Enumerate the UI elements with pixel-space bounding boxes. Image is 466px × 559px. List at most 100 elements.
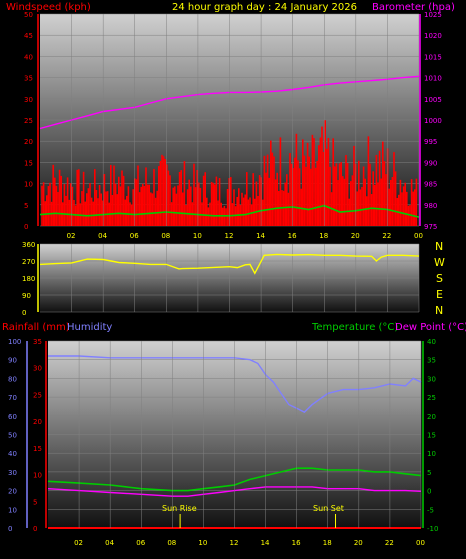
humidity-y-tick-label: 20 <box>8 488 17 496</box>
temperature-y-tick-label: 30 <box>427 375 436 383</box>
direction-letter-s: S <box>436 272 443 285</box>
direction-letter-e: E <box>436 288 443 301</box>
wind-y-tick-label: 45 <box>24 32 33 40</box>
direction-line <box>39 253 420 275</box>
direction-axes: 0 90 180 270 360 <box>22 241 39 317</box>
barometer-y-tick-label: 1000 <box>424 117 442 125</box>
wind-y-tick-label: 30 <box>24 96 33 104</box>
direction-y-tick-label: 90 <box>22 292 31 300</box>
wind-y-tick-label: 0 <box>24 223 28 231</box>
rainfall-y-tick-label: 0 <box>33 525 37 533</box>
direction-y-tick-label: 360 <box>22 241 35 249</box>
temperature-x-tick-label: 00 <box>416 539 425 547</box>
direction-letter-w: W <box>434 256 445 269</box>
barometer-y-tick-label: 1010 <box>424 75 442 83</box>
temperature-axes: 02 04 06 08 10 12 14 16 18 20 22 000102030405060708… <box>8 338 438 547</box>
humidity-y-tick-label: 50 <box>8 432 17 440</box>
wind-x-tick-label: 00 <box>414 232 423 240</box>
wind-y-tick-label: 50 <box>24 11 33 19</box>
rainfall-y-tick-label: 10 <box>33 472 42 480</box>
wind-x-tick-label: 22 <box>382 232 391 240</box>
direction-series <box>39 253 420 275</box>
direction-y-tick-label: 270 <box>22 258 35 266</box>
temperature-y-tick-label: 35 <box>427 357 436 365</box>
temperature-x-tick-label: 12 <box>230 539 239 547</box>
wind-y-tick-label: 15 <box>24 159 33 167</box>
temperature-x-tick-label: 20 <box>354 539 363 547</box>
humidity-line <box>48 355 422 413</box>
sun-rise-label: Sun Rise <box>162 504 197 513</box>
temperature-y-tick-label: 5 <box>427 469 431 477</box>
temperature-x-tick-label: 04 <box>105 539 114 547</box>
rainfall-y-tick-label: 15 <box>33 445 42 453</box>
barometer-y-tick-label: 990 <box>424 159 437 167</box>
temperature-x-tick-label: 16 <box>292 539 301 547</box>
humidity-y-tick-label: 0 <box>8 525 12 533</box>
direction-y-tick-label: 0 <box>22 309 26 317</box>
humidity-y-tick-label: 80 <box>8 375 17 383</box>
humidity-y-tick-label: 70 <box>8 394 17 402</box>
temperature-x-tick-label: 14 <box>261 539 270 547</box>
temperature-x-tick-label: 08 <box>167 539 176 547</box>
temperature-y-tick-label: -10 <box>427 525 438 533</box>
rainfall-y-tick-label: 30 <box>33 365 42 373</box>
wind-x-tick-label: 14 <box>256 232 265 240</box>
wind-axis-title: Windspeed (kph) <box>6 2 91 13</box>
temperature-x-tick-label: 02 <box>74 539 83 547</box>
barometer-y-tick-label: 980 <box>424 202 437 210</box>
wind-gust-bars <box>41 120 418 226</box>
barometer-y-tick-label: 1015 <box>424 53 442 61</box>
wind-x-tick-label: 02 <box>67 232 76 240</box>
wind-y-tick-label: 25 <box>24 117 33 125</box>
direction-letter-n-bottom: N <box>435 304 443 317</box>
wind-x-tick-label: 20 <box>351 232 360 240</box>
temperature-y-tick-label: 0 <box>427 488 431 496</box>
humidity-y-tick-label: 40 <box>8 450 17 458</box>
barometer-y-tick-label: 985 <box>424 181 437 189</box>
wind-x-tick-label: 16 <box>288 232 297 240</box>
temperature-axis-title: Temperature (°C) <box>311 322 398 333</box>
direction-y-tick-label: 180 <box>22 275 35 283</box>
barometer-y-tick-label: 1025 <box>424 11 442 19</box>
temperature-y-tick-label: 25 <box>427 394 436 402</box>
direction-letter-n-top: N <box>435 240 443 253</box>
wind-y-tick-label: 35 <box>24 75 33 83</box>
sun-markers: Sun Rise Sun Set <box>162 504 344 528</box>
temperature-y-tick-label: 15 <box>427 432 436 440</box>
humidity-axis-title: Humidity <box>67 322 112 333</box>
wind-x-tick-label: 10 <box>193 232 202 240</box>
rainfall-y-tick-label: 5 <box>33 498 37 506</box>
wind-y-tick-label: 40 <box>24 53 33 61</box>
barometer-y-tick-label: 1020 <box>424 32 442 40</box>
sun-set-label: Sun Set <box>313 504 344 513</box>
wind-y-tick-label: 10 <box>24 181 33 189</box>
wind-x-tick-label: 12 <box>225 232 234 240</box>
wind-y-tick-label: 20 <box>24 138 33 146</box>
barometer-y-tick-label: 975 <box>424 223 437 231</box>
humidity-y-tick-label: 90 <box>8 357 17 365</box>
barometer-y-tick-label: 1005 <box>424 96 442 104</box>
temperature-y-tick-label: -5 <box>427 506 434 514</box>
wind-y-tick-label: 5 <box>24 202 28 210</box>
humidity-y-tick-label: 100 <box>8 338 21 346</box>
wind-axes: 02 04 06 08 10 12 14 16 18 20 22 000510152025303540… <box>24 11 442 240</box>
temperature-x-tick-label: 22 <box>385 539 394 547</box>
rainfall-y-tick-label: 20 <box>33 418 42 426</box>
dewpoint-axis-title: Dew Point (°C) <box>395 322 466 333</box>
wind-x-tick-label: 18 <box>319 232 328 240</box>
barometer-axis-title: Barometer (hpa) <box>372 2 455 13</box>
humidity-y-tick-label: 30 <box>8 469 17 477</box>
rainfall-y-tick-label: 25 <box>33 391 42 399</box>
temperature-x-tick-label: 06 <box>136 539 145 547</box>
wind-x-tick-label: 08 <box>161 232 170 240</box>
temperature-y-tick-label: 10 <box>427 450 436 458</box>
barometer-y-tick-label: 995 <box>424 138 437 146</box>
wind-x-tick-label: 04 <box>98 232 107 240</box>
direction-letters: N W S E N <box>434 240 445 317</box>
temperature-y-tick-label: 40 <box>427 338 436 346</box>
wind-x-tick-label: 06 <box>130 232 139 240</box>
humidity-y-tick-label: 60 <box>8 413 17 421</box>
rainfall-y-tick-label: 35 <box>33 338 42 346</box>
temperature-x-tick-label: 18 <box>323 539 332 547</box>
